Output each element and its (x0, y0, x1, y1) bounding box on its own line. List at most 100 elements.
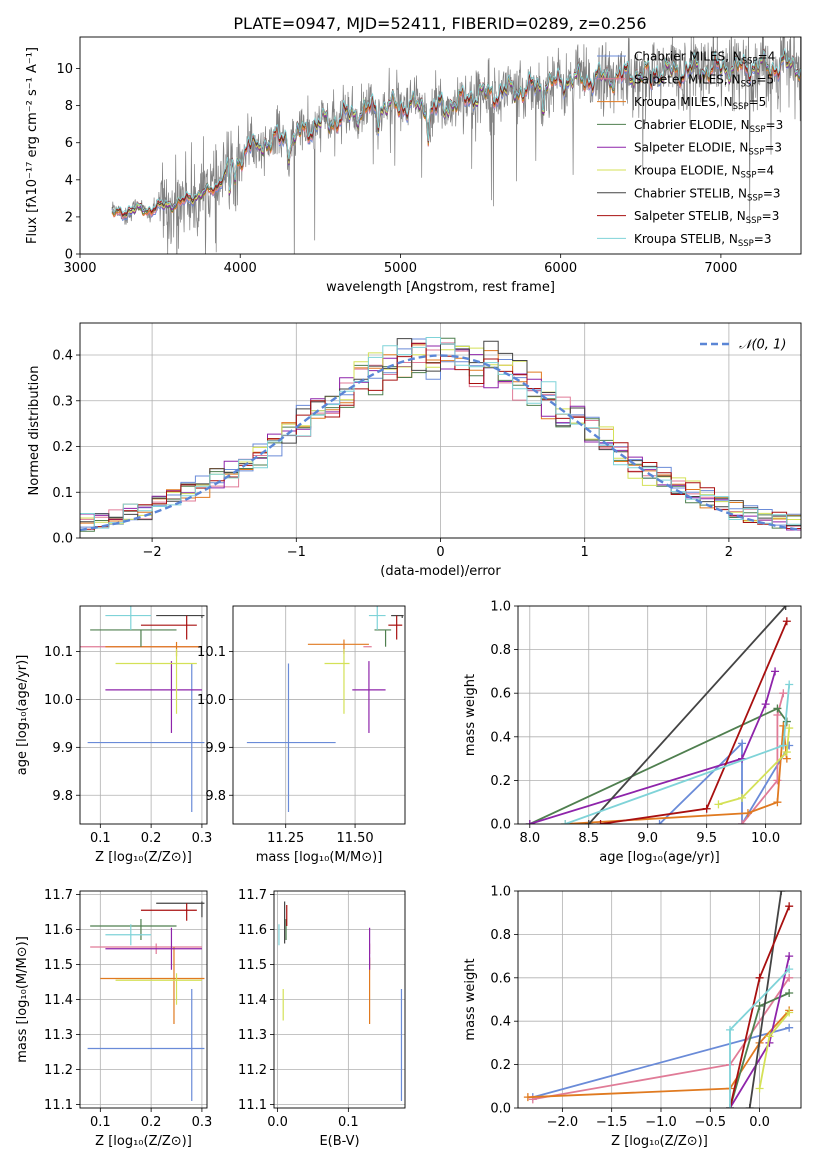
spectrum-ytick-label: 4 (65, 173, 73, 188)
mass-vs-Z-frame (79, 890, 208, 1109)
legend-label: Salpeter MILES, NSSP=5 (634, 72, 774, 89)
age-vs-mass-point (324, 649, 350, 714)
age-vs-Z-xtick-label: 0.2 (141, 831, 162, 846)
legend-name: Kroupa ELODIE, N (634, 164, 741, 178)
massweight-vs-age-grid (518, 605, 801, 825)
age-vs-mass-xtick-label: 11.25 (267, 831, 304, 846)
mass-vs-EBV-ytick-label: 11.4 (238, 993, 267, 1008)
legend-subscript: SSP (741, 171, 757, 181)
massweight-vs-age-point-marker (596, 820, 605, 824)
massweight-vs-age-ytick-label: 1.0 (490, 600, 511, 615)
massweight-vs-age-series-line (588, 606, 787, 824)
massweight-vs-Z-ytick-label: 0.6 (490, 971, 511, 986)
massweight-vs-age-ytick-label: 0.4 (490, 730, 511, 745)
legend-name: Chabrier ELODIE, N (634, 118, 750, 132)
age-vs-Z-plot-area (80, 606, 205, 813)
residuals-xtick-label: −1 (287, 545, 306, 560)
massweight-vs-age-xtick-label: 10.0 (751, 831, 780, 846)
legend-subscript: SSP (748, 148, 764, 158)
legend-subscript: SSP (746, 216, 762, 226)
legend-name: Kroupa MILES, N (634, 95, 733, 109)
residual-histogram-step (80, 342, 801, 530)
massweight-vs-Z-point-marker (785, 902, 794, 911)
spectrum-ytick-label: 2 (65, 210, 73, 225)
mass-vs-Z-axes: 0.1 0.2 0.3 11.1 11.2 11.3 11.4 11.5 11.6 11.7 Z [… (15, 888, 212, 1149)
mass-vs-Z-ylabel: mass [log₁₀(M/M⊙)] (15, 936, 30, 1063)
massweight-vs-Z-xtick-label: −1.0 (645, 1115, 677, 1130)
massweight-vs-Z-point-marker (785, 988, 794, 997)
age-vs-Z-xtick-label: 0.1 (90, 831, 111, 846)
age-vs-mass-point (388, 615, 403, 640)
age-vs-mass-point (352, 661, 386, 733)
mass-vs-Z-point (156, 901, 205, 918)
mass-vs-Z-ytick-label: 11.1 (44, 1098, 73, 1113)
age-vs-mass-axes: 11.25 11.50 9.8 9.9 10.0 10.1 mass [log₁₀(M/M⊙… (197, 605, 406, 865)
massweight-vs-age-point-marker (782, 717, 791, 726)
age-vs-Z-ytick-label: 9.9 (52, 741, 73, 756)
massweight-vs-age-point-marker (782, 617, 791, 626)
massweight-vs-age-frame (517, 605, 802, 825)
massweight-vs-Z-point-marker (785, 973, 794, 982)
massweight-vs-age-ytick-label: 0.6 (490, 687, 511, 702)
massweight-vs-age-point-marker (785, 724, 794, 733)
age-vs-mass-ytick-label: 9.8 (205, 789, 226, 804)
massweight-vs-age-point-marker (779, 689, 788, 698)
legend-name: Salpeter STELIB, N (634, 209, 746, 223)
spectrum-xtick-label: 5000 (384, 261, 417, 276)
mass-vs-Z-xtick-label: 0.1 (90, 1115, 111, 1130)
legend-name: Chabrier STELIB, N (634, 186, 747, 200)
legend-count: =3 (754, 232, 772, 246)
massweight-vs-age-point-marker (738, 820, 747, 824)
residual-histogram-step (80, 338, 801, 528)
spectrum-frame (79, 36, 802, 255)
massweight-vs-Z-xtick-label: −0.5 (694, 1115, 726, 1130)
legend-label: Salpeter STELIB, NSSP=3 (634, 209, 779, 226)
legend-count: =5 (756, 72, 774, 86)
mass-vs-Z-point (100, 947, 205, 1024)
figure-title: PLATE=0947, MJD=52411, FIBERID=0289, z=0… (233, 14, 646, 33)
massweight-vs-age-point-marker (779, 741, 788, 750)
mass-vs-EBV-ytick-label: 11.5 (238, 958, 267, 973)
massweight-vs-Z-xlabel: Z [log₁₀(Z/Z⊙)] (611, 1134, 708, 1149)
mass-vs-EBV-ytick-label: 11.2 (238, 1063, 267, 1078)
massweight-vs-age-point-marker (525, 820, 534, 824)
legend-name: Salpeter ELODIE, N (634, 141, 748, 155)
age-vs-mass-xtick-label: 11.50 (336, 831, 373, 846)
massweight-vs-Z-point-marker (726, 1025, 735, 1034)
massweight-vs-age-axes: 8.0 8.5 9.0 9.5 10.0 0.0 0.2 0.4 0.6 0.8 1.0 age [l… (463, 600, 802, 865)
spectrum-ytick-label: 10 (56, 62, 73, 77)
mass-vs-Z-ytick-label: 11.4 (44, 993, 73, 1008)
massweight-vs-Z-plot-area (523, 891, 794, 1108)
age-vs-Z-point (105, 606, 152, 630)
age-vs-Z-ytick-label: 10.0 (44, 693, 73, 708)
spectrum-xtick-label: 6000 (544, 261, 577, 276)
massweight-vs-age-point-marker (584, 820, 593, 824)
massweight-vs-Z-point-marker (785, 965, 794, 974)
legend-label: Kroupa MILES, NSSP=5 (634, 95, 766, 112)
age-vs-mass-point (391, 614, 404, 618)
residuals-frame (79, 322, 802, 539)
age-vs-Z-xtick-label: 0.3 (192, 831, 213, 846)
age-vs-mass-point (246, 663, 336, 813)
massweight-vs-age-xtick-label: 9.5 (696, 831, 717, 846)
age-vs-Z-point (90, 629, 177, 647)
mass-vs-Z-point (105, 924, 152, 946)
age-vs-Z-ytick-label: 10.1 (44, 645, 73, 660)
massweight-vs-Z-point-marker (785, 1023, 794, 1032)
massweight-vs-age-xtick-label: 8.0 (519, 831, 540, 846)
mass-vs-EBV-frame (273, 890, 406, 1109)
spectrum-plot-area (111, 37, 801, 254)
massweight-vs-age-point-marker (738, 739, 747, 748)
legend-label: Chabrier MILES, NSSP=4 (634, 50, 775, 67)
mass-vs-Z-point (105, 927, 202, 970)
normal-curve-line (80, 354, 801, 532)
age-vs-mass-ytick-label: 9.9 (205, 741, 226, 756)
massweight-vs-age-xtick-label: 8.5 (578, 831, 599, 846)
massweight-vs-Z-point-marker (745, 1104, 754, 1108)
massweight-vs-Z-ytick-label: 0.2 (490, 1058, 511, 1073)
massweight-vs-Z-ylabel: mass weight (463, 958, 478, 1040)
massweight-vs-Z-xtick-label: 0.0 (749, 1115, 770, 1130)
mass-vs-EBV-ytick-label: 11.3 (238, 1028, 267, 1043)
mass-vs-EBV-plot-area (278, 901, 403, 1101)
